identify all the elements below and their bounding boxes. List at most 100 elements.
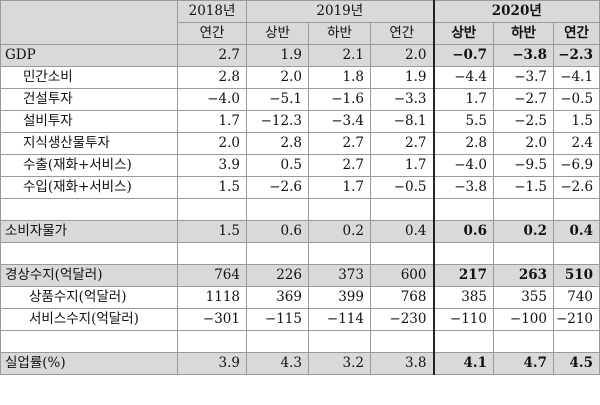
table-cell: 1118 [177,286,247,309]
table-cell: 2.0 [370,44,434,67]
period-header: 연간 [370,22,434,45]
table-cell: 385 [432,286,494,309]
table-cell: 0.2 [308,220,371,243]
table-cell: −4.4 [432,66,494,89]
table-cell: 768 [370,286,434,309]
table-cell: 355 [493,286,554,309]
table-row-gdp: GDP 2.7 1.9 2.1 2.0 −0.7 −3.8 −2.3 [0,44,600,67]
table-row-unemployment: 실업률(%) 3.9 4.3 3.2 3.8 4.1 4.7 4.5 [0,352,600,375]
table-cell: 2.8 [246,132,309,155]
table-cell: 2.7 [177,44,247,67]
row-label: 설비투자 [0,110,178,133]
empty-cell [0,198,178,221]
table-cell: 2.8 [177,66,247,89]
period-header: 연간 [177,22,247,45]
empty-cell [493,198,554,221]
table-cell: −2.6 [552,176,600,199]
table-cell: −4.0 [177,88,247,111]
table-cell: −3.8 [432,176,494,199]
table-cell: 1.9 [370,66,434,89]
table-cell: 0.2 [493,220,554,243]
table-row: 서비스수지(억달러) −301 −115 −114 −230 −110 −100… [0,308,600,331]
table-cell: −4.0 [432,154,494,177]
table-cell: 2.7 [308,154,371,177]
economic-outlook-table: 2018년 2019년 2020년 연간 상반 하반 연간 상반 하반 연간 G… [0,0,600,375]
table-cell: 1.7 [177,110,247,133]
table-cell: 369 [246,286,309,309]
period-header: 상반 [246,22,309,45]
table-cell: 1.5 [177,220,247,243]
period-header: 연간 [552,22,600,45]
table-cell: −12.3 [246,110,309,133]
table-cell: −2.6 [246,176,309,199]
empty-cell [246,330,309,353]
table-cell: 0.4 [370,220,434,243]
table-cell: 600 [370,264,434,287]
table-row-current-account: 경상수지(억달러) 764 226 373 600 217 263 510 [0,264,600,287]
table-cell: 263 [493,264,554,287]
table-cell: 373 [308,264,371,287]
table-cell: 3.9 [177,352,247,375]
table-cell: −110 [432,308,494,331]
table-cell: 1.9 [246,44,309,67]
table-cell: −3.8 [493,44,554,67]
table-cell: −0.7 [432,44,494,67]
row-label: 실업률(%) [0,352,178,375]
table-cell: 1.5 [177,176,247,199]
table-row: 상품수지(억달러) 1118 369 399 768 385 355 740 [0,286,600,309]
period-header: 하반 [308,22,371,45]
empty-cell [370,330,434,353]
table-cell: −100 [493,308,554,331]
table-cell: 4.1 [432,352,494,375]
table-cell: 2.1 [308,44,371,67]
table-cell: −301 [177,308,247,331]
period-header: 하반 [493,22,554,45]
empty-cell [432,198,494,221]
table-cell: −6.9 [552,154,600,177]
table-cell: −1.5 [493,176,554,199]
table-cell: 2.7 [308,132,371,155]
table-cell: 226 [246,264,309,287]
table-cell: 3.2 [308,352,371,375]
empty-cell [246,198,309,221]
table-cell: −115 [246,308,309,331]
table-cell: 4.5 [552,352,600,375]
row-label: 건설투자 [0,88,178,111]
table-cell: −230 [370,308,434,331]
table-cell: 2.7 [370,132,434,155]
table-row: 건설투자 −4.0 −5.1 −1.6 −3.3 1.7 −2.7 −0.5 [0,88,600,111]
table-cell: 1.8 [308,66,371,89]
header-corner [0,0,178,45]
empty-cell [0,242,178,265]
table-cell: −0.5 [370,176,434,199]
table-cell: 510 [552,264,600,287]
table-cell: 2.0 [177,132,247,155]
empty-cell [177,198,247,221]
row-label: GDP [0,44,178,67]
table-cell: 1.7 [432,88,494,111]
table-cell: −4.1 [552,66,600,89]
empty-cell [177,330,247,353]
empty-cell [308,330,371,353]
row-label: 경상수지(억달러) [0,264,178,287]
table-cell: 0.6 [246,220,309,243]
table-cell: 2.0 [246,66,309,89]
table-cell: 1.5 [552,110,600,133]
empty-cell [552,330,600,353]
table-cell: 2.8 [432,132,494,155]
table-row-cpi: 소비자물가 1.5 0.6 0.2 0.4 0.6 0.2 0.4 [0,220,600,243]
table-cell: 3.9 [177,154,247,177]
table-cell: 0.6 [432,220,494,243]
year-2020-header: 2020년 [432,0,600,23]
year-2018-header: 2018년 [177,0,247,23]
empty-cell [432,242,494,265]
table-row: 지식생산물투자 2.0 2.8 2.7 2.7 2.8 2.0 2.4 [0,132,600,155]
empty-cell [177,242,247,265]
table-cell: −1.6 [308,88,371,111]
row-label: 민간소비 [0,66,178,89]
table-row: 설비투자 1.7 −12.3 −3.4 −8.1 5.5 −2.5 1.5 [0,110,600,133]
empty-cell [493,330,554,353]
empty-cell [246,242,309,265]
row-label: 상품수지(억달러) [0,286,178,309]
empty-cell [552,242,600,265]
